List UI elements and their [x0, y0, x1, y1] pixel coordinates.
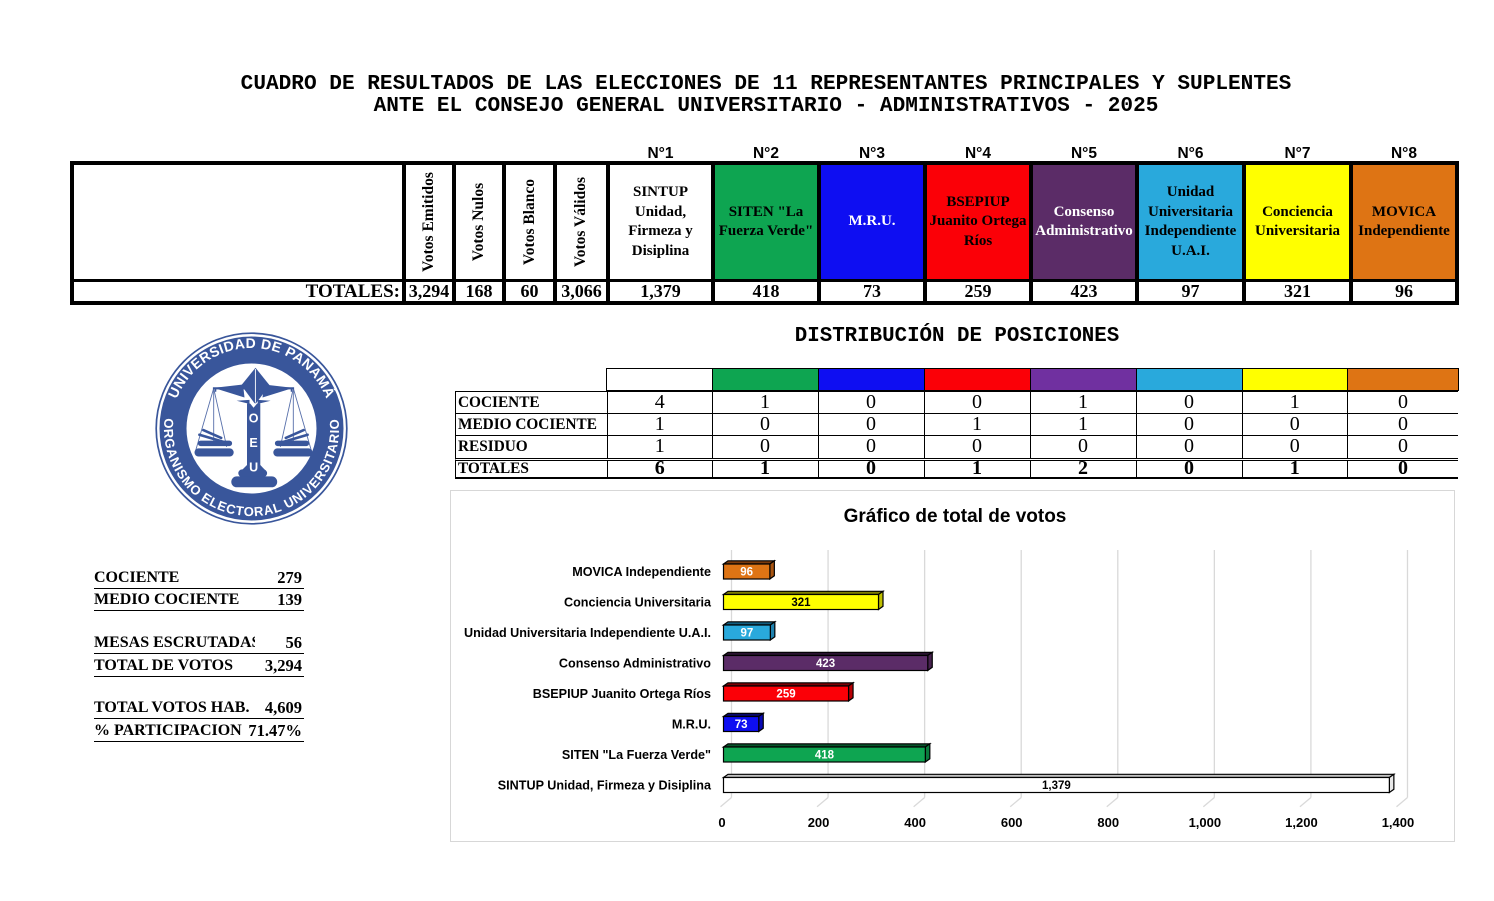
svg-text:418: 418 [815, 750, 835, 762]
svg-text:0: 0 [718, 815, 725, 830]
svg-text:BSEPIUP Juanito Ortega Ríos: BSEPIUP Juanito Ortega Ríos [533, 687, 711, 701]
svg-text:400: 400 [904, 815, 926, 830]
svg-text:321: 321 [791, 597, 811, 609]
svg-text:1,000: 1,000 [1189, 815, 1222, 830]
svg-text:73: 73 [735, 719, 748, 731]
svg-text:SITEN "La Fuerza Verde": SITEN "La Fuerza Verde" [562, 748, 711, 762]
svg-text:MOVICA Independiente: MOVICA Independiente [572, 565, 711, 579]
svg-text:97: 97 [741, 628, 754, 640]
svg-text:1,200: 1,200 [1285, 815, 1318, 830]
svg-text:O: O [249, 412, 259, 426]
svg-text:200: 200 [808, 815, 830, 830]
svg-text:E: E [249, 436, 257, 450]
svg-text:96: 96 [740, 567, 753, 579]
svg-text:M.R.U.: M.R.U. [672, 718, 711, 732]
svg-text:423: 423 [816, 658, 835, 670]
svg-text:600: 600 [1001, 815, 1023, 830]
svg-text:Conciencia Universitaria: Conciencia Universitaria [564, 596, 712, 610]
svg-text:SINTUP Unidad, Firmeza y Disip: SINTUP Unidad, Firmeza y Disiplina [498, 779, 712, 793]
svg-text:259: 259 [776, 689, 795, 701]
svg-text:U: U [249, 461, 258, 475]
svg-text:Gráfico de total de votos: Gráfico de total de votos [844, 506, 1067, 527]
svg-text:Unidad Universitaria Independi: Unidad Universitaria Independiente U.A.I… [464, 626, 711, 640]
svg-text:800: 800 [1097, 815, 1119, 830]
svg-text:1,379: 1,379 [1042, 780, 1071, 792]
svg-text:Consenso Administrativo: Consenso Administrativo [559, 657, 711, 671]
svg-text:1,400: 1,400 [1382, 815, 1415, 830]
